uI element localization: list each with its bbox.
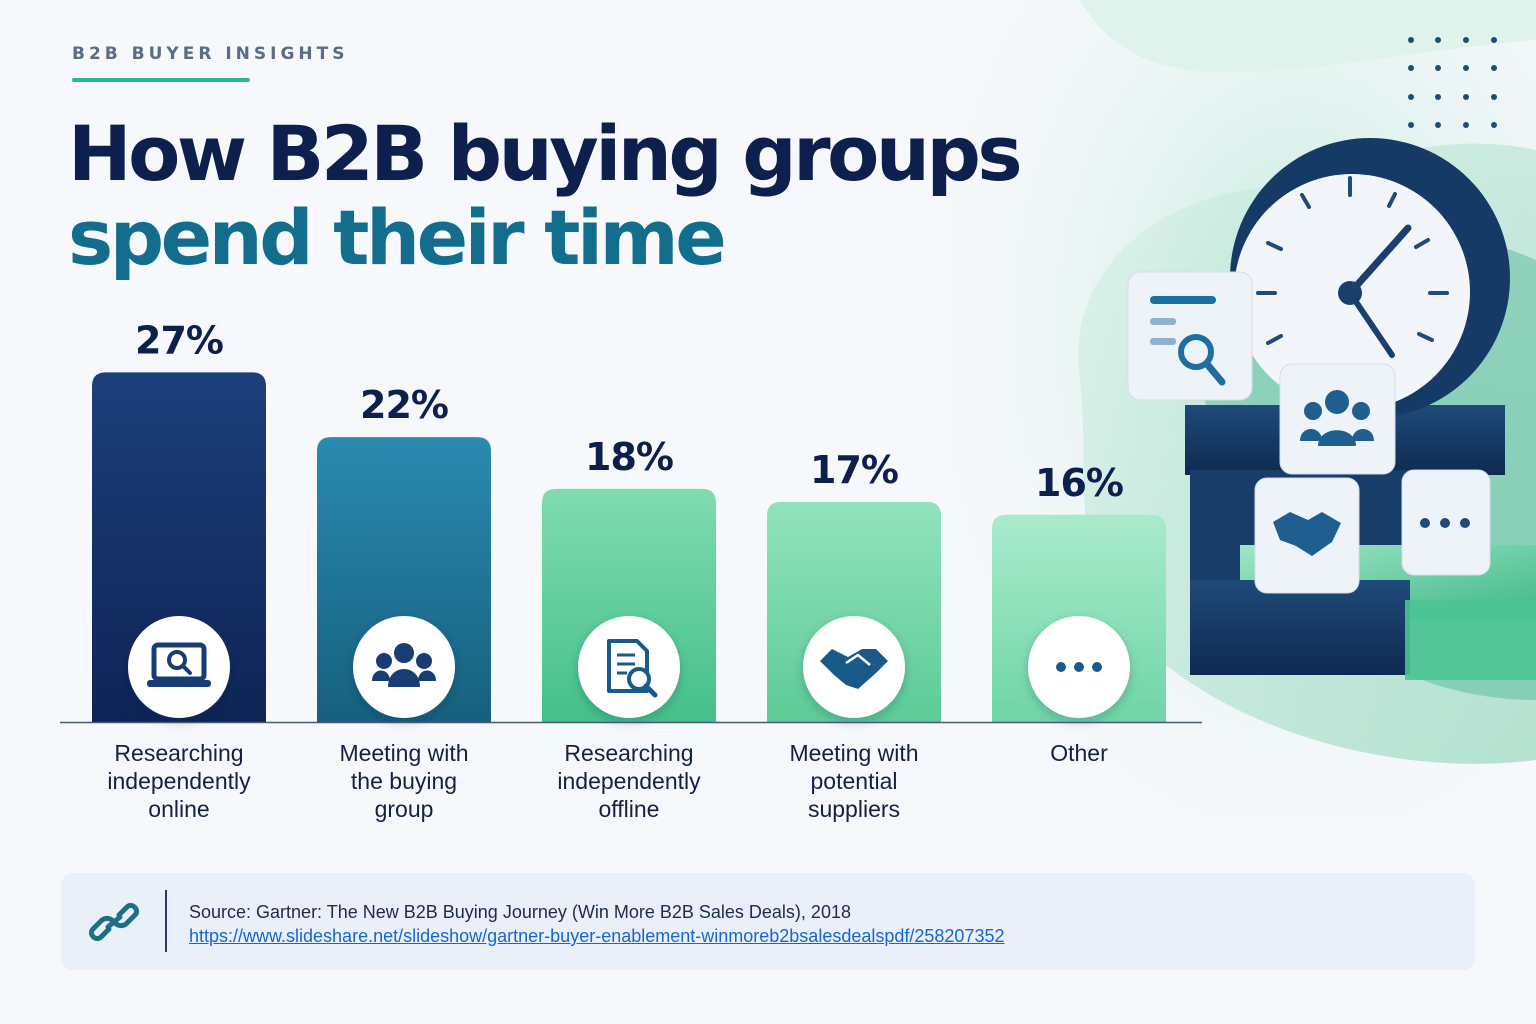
category-label-1: Meeting with the buying group [339,740,468,822]
more-card-icon [1401,469,1491,576]
people-card-icon [1279,363,1396,475]
dot-grid [1408,37,1497,128]
value-label-1: 22% [360,383,448,427]
title-line-1: How B2B buying groups [68,109,1023,198]
search-card-icon [1127,271,1253,401]
value-label-0: 27% [135,318,223,362]
source-link[interactable]: https://www.slideshare.net/slideshow/gar… [189,926,1005,946]
people-icon [353,616,455,718]
more-dots-icon [1028,616,1130,718]
category-label-4: Other [1050,740,1108,766]
bar-0 [92,372,266,722]
source-citation: Source: Gartner: The New B2B Buying Jour… [189,902,851,922]
document-search-icon [578,616,680,718]
source-divider [165,890,167,952]
value-label-2: 18% [585,435,673,479]
source-panel: Source: Gartner: The New B2B Buying Jour… [61,873,1475,970]
eyebrow-underline [72,78,250,82]
link-icon [88,902,140,942]
value-label-3: 17% [810,448,898,492]
handshake-icon [803,616,905,718]
page-title: How B2B buying groups spend their time [68,109,1023,282]
title-line-2: spend their time [68,193,727,282]
category-label-3: Meeting with potential suppliers [789,740,918,822]
handshake-card-icon [1254,477,1360,594]
value-label-4: 16% [1035,461,1123,505]
clock-icon [1230,138,1510,418]
laptop-search-icon [128,616,230,718]
eyebrow-label: B2B BUYER INSIGHTS [72,44,349,64]
category-label-2: Researching independently offline [557,740,701,822]
category-label-0: Researching independently online [107,740,251,822]
